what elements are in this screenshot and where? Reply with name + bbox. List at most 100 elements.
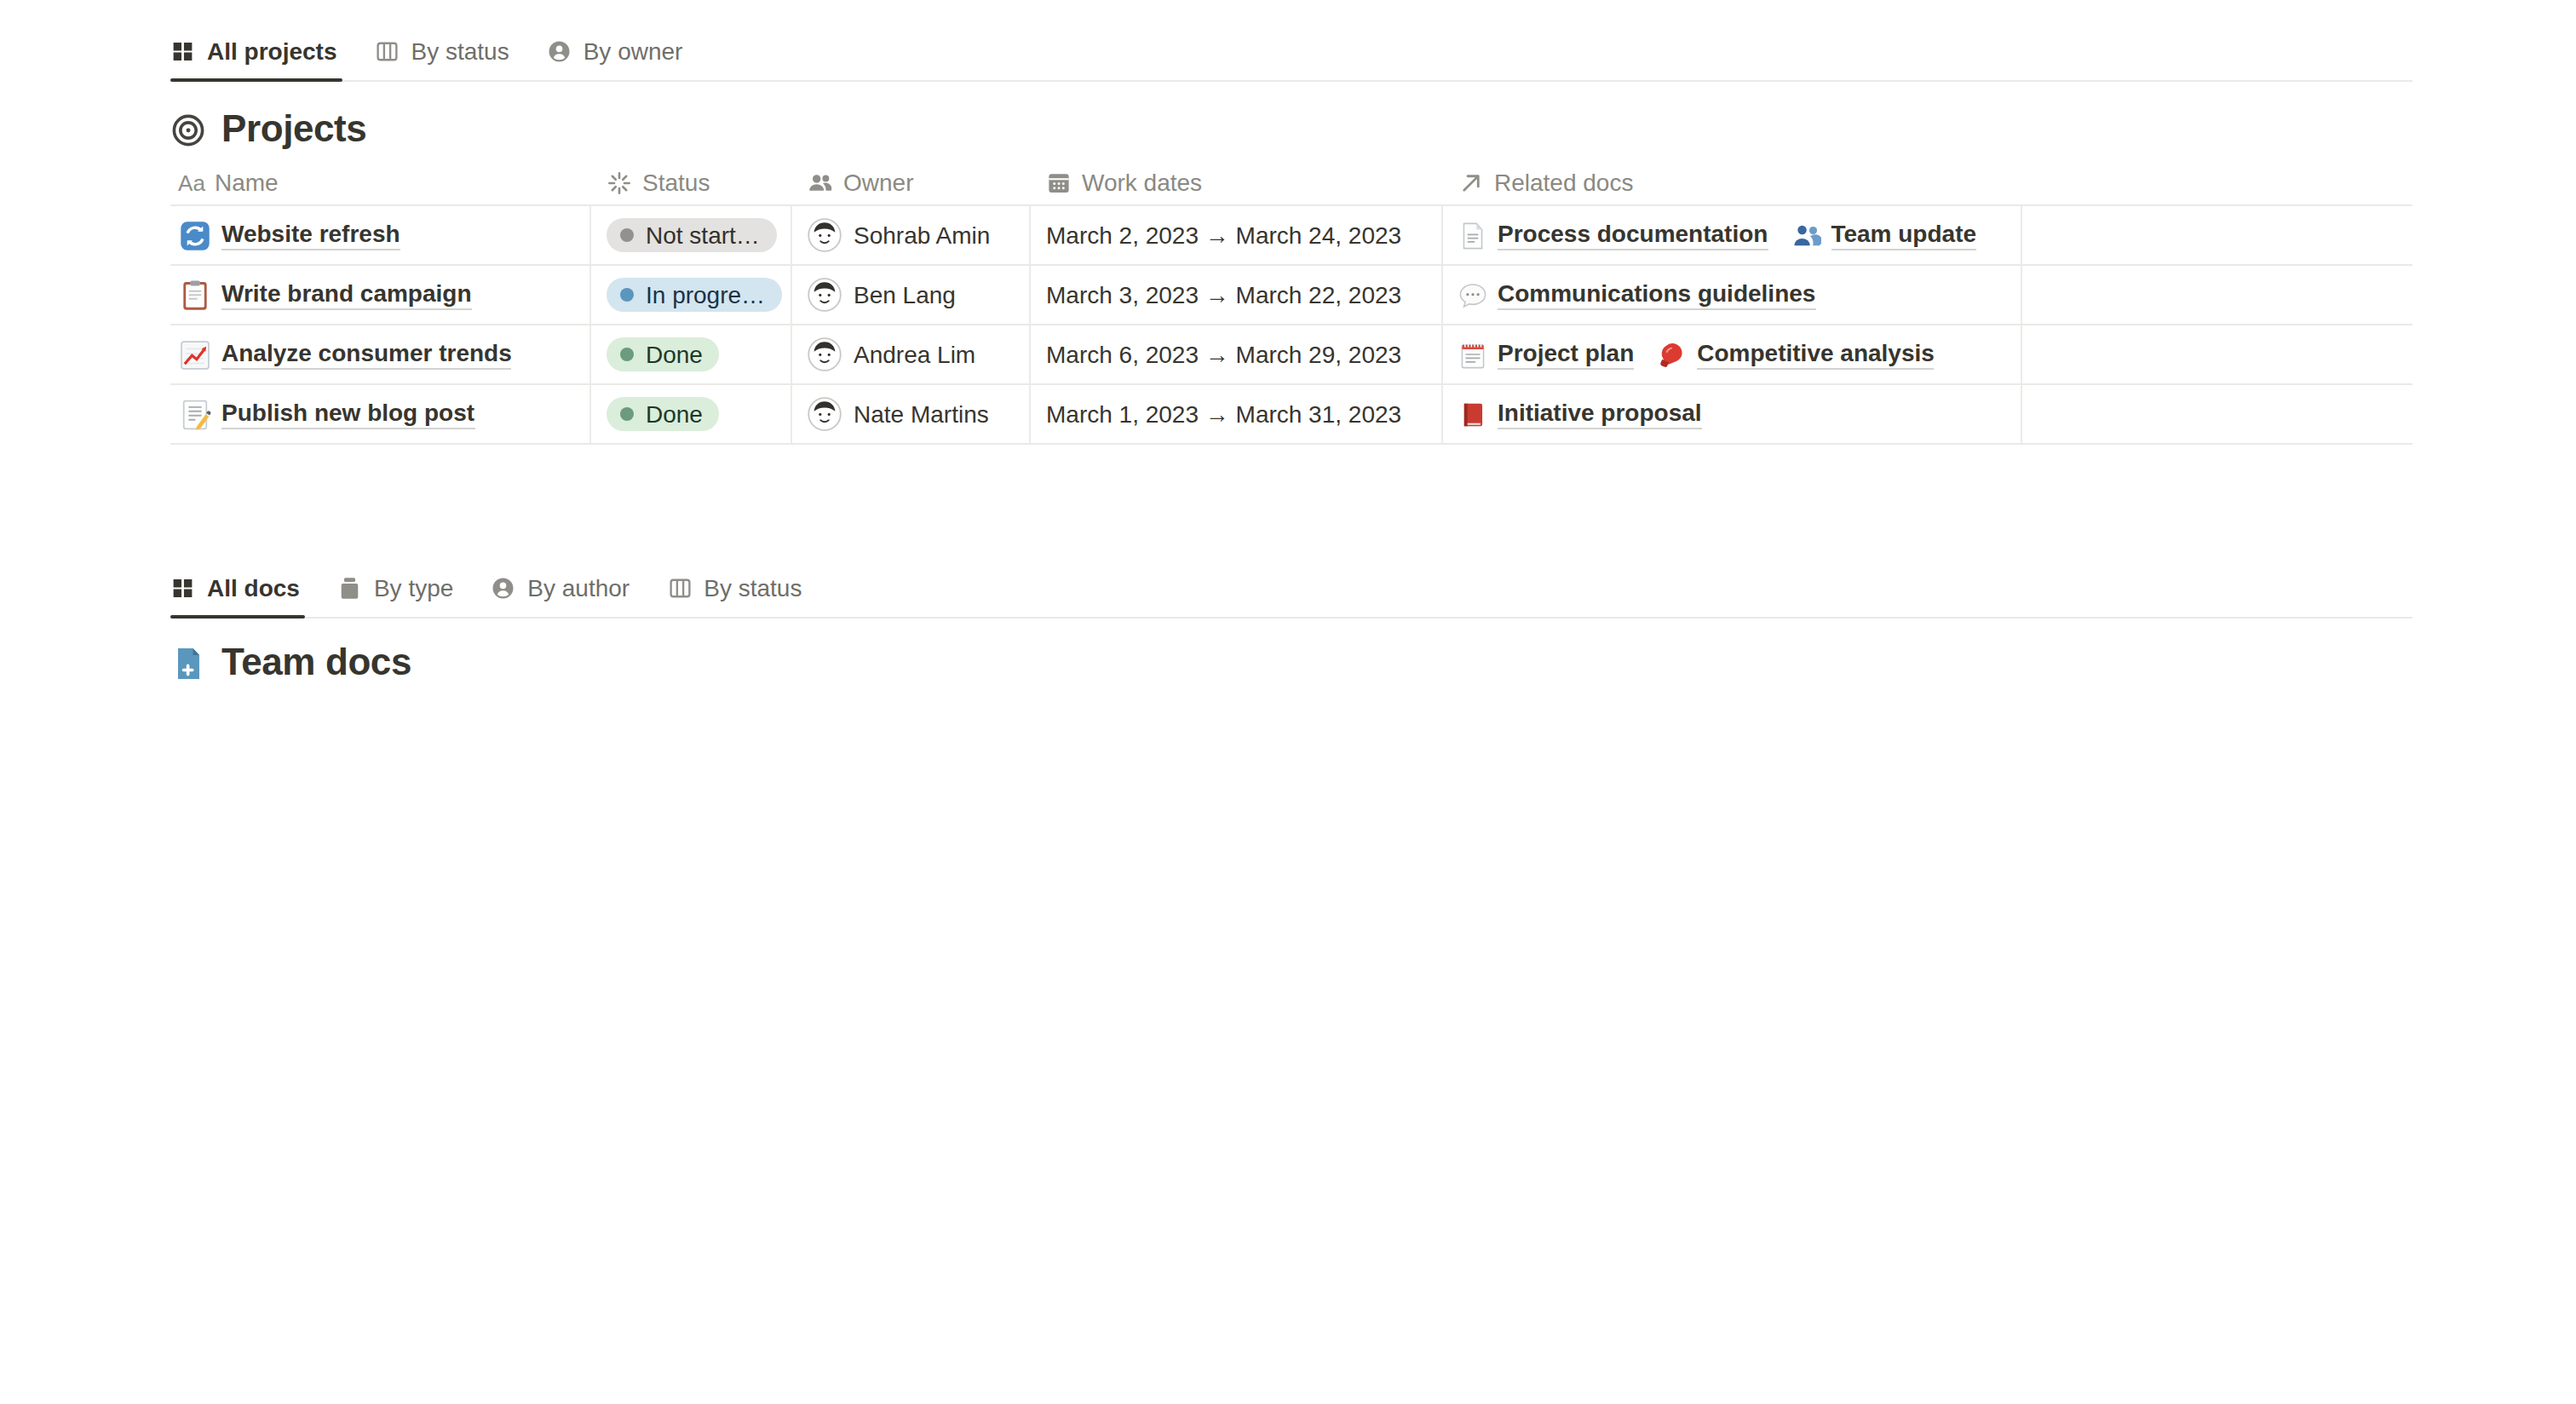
page-link[interactable]: Write brand campaign: [179, 279, 472, 311]
calendar-icon: [1046, 170, 1072, 195]
status-pill: Done: [607, 337, 720, 371]
projects-table: Aa Name Status Owner Work dates Related d…: [170, 155, 2412, 445]
projects-table-body: Website refresh Not start… Sohrab Amin: [170, 206, 2412, 445]
view-tab[interactable]: By status: [375, 24, 509, 80]
date-range: March 1, 2023 → March 31, 2023: [1046, 400, 1401, 428]
date-range: March 3, 2023 → March 22, 2023: [1046, 281, 1401, 308]
docs-title-row[interactable]: Team docs: [170, 637, 2412, 688]
doc-link-label: Initiative proposal: [1498, 399, 1702, 429]
status-dot: [620, 228, 634, 242]
target-icon: [170, 112, 206, 147]
owner-cell[interactable]: Ben Lang: [792, 266, 1031, 324]
status-cell[interactable]: Not start…: [591, 206, 792, 264]
avatar: [808, 278, 842, 312]
work-dates-cell[interactable]: March 1, 2023 → March 31, 2023: [1031, 385, 1443, 443]
view-tab[interactable]: All docs: [170, 561, 300, 617]
page-link[interactable]: Publish new blog post: [179, 398, 474, 430]
doc-emoji-icon: [1458, 340, 1487, 369]
page-title: Analyze consumer trends: [221, 339, 512, 370]
column-header-related-docs[interactable]: Related docs: [1443, 169, 2022, 196]
status-cell[interactable]: Done: [591, 385, 792, 443]
status-pill: Done: [607, 397, 720, 431]
work-dates-cell[interactable]: March 3, 2023 → March 22, 2023: [1031, 266, 1443, 324]
work-dates-cell[interactable]: March 2, 2023 → March 24, 2023: [1031, 206, 1443, 264]
status-dot: [620, 407, 634, 421]
column-label: Name: [215, 169, 279, 196]
person-chip: Andrea Lim: [808, 337, 975, 371]
status-dot: [620, 348, 634, 361]
doc-link-label: Project plan: [1498, 339, 1634, 370]
page-emoji-icon: [179, 398, 211, 430]
view-tab[interactable]: By owner: [547, 24, 683, 80]
related-docs-cell[interactable]: Process documentation Team update: [1443, 206, 2022, 264]
related-docs-cell[interactable]: Communications guidelines: [1443, 266, 2022, 324]
view-tab-label: By author: [527, 574, 630, 601]
name-cell: Website refresh: [170, 206, 591, 264]
view-tab[interactable]: All projects: [170, 24, 337, 80]
column-header-status[interactable]: Status: [591, 169, 792, 196]
status-dot: [620, 288, 634, 302]
title-icon: Aa: [179, 170, 204, 195]
doc-emoji-icon: [1658, 340, 1687, 369]
column-header-name[interactable]: Aa Name: [170, 169, 591, 196]
column-label: Related docs: [1494, 169, 1633, 196]
view-tab-label: All docs: [207, 574, 300, 601]
doc-link[interactable]: Project plan: [1458, 339, 1634, 370]
view-tab-label: By type: [374, 574, 453, 601]
view-tab[interactable]: By status: [667, 561, 802, 617]
name-cell: Write brand campaign: [170, 266, 591, 324]
column-header-work-dates[interactable]: Work dates: [1031, 169, 1443, 196]
name-cell: Publish new blog post: [170, 385, 591, 443]
owner-cell[interactable]: Andrea Lim: [792, 325, 1031, 383]
view-tab-label: By status: [411, 37, 509, 65]
doc-link-label: Competitive analysis: [1697, 339, 1935, 370]
docs-table-header: AaName Type Author Created by Created ti…: [170, 688, 2576, 702]
page-link[interactable]: Analyze consumer trends: [179, 338, 512, 371]
doc-link[interactable]: Competitive analysis: [1658, 339, 1935, 370]
projects-title-row[interactable]: Projects: [170, 104, 2412, 155]
person-name: Andrea Lim: [854, 341, 975, 368]
projects-view-tabs: All projects By status By owner: [170, 24, 2412, 82]
page-emoji-icon: [179, 219, 211, 251]
page-title: Write brand campaign: [221, 279, 472, 310]
document-plus-icon: [170, 645, 206, 681]
relation-arrow-icon: [1458, 170, 1484, 195]
doc-emoji-icon: [1458, 280, 1487, 309]
column-label: Work dates: [1082, 169, 1202, 196]
table-row: Analyze consumer trends Done Andrea Lim: [170, 325, 2412, 385]
doc-link[interactable]: Team update: [1791, 220, 1976, 250]
page-link[interactable]: Website refresh: [179, 219, 400, 251]
doc-link[interactable]: Process documentation: [1458, 220, 1768, 250]
projects-title: Projects: [221, 107, 366, 152]
work-dates-cell[interactable]: March 6, 2023 → March 29, 2023: [1031, 325, 1443, 383]
doc-link-label: Process documentation: [1498, 220, 1768, 250]
docs-view-tabs: All docs By type By author By status: [170, 561, 2412, 619]
column-header-owner[interactable]: Owner: [792, 169, 1031, 196]
view-tab[interactable]: By author: [491, 561, 630, 617]
status-cell[interactable]: Done: [591, 325, 792, 383]
related-docs-cell[interactable]: Initiative proposal: [1443, 385, 2022, 443]
person-name: Sohrab Amin: [854, 222, 990, 249]
page-title: Website refresh: [221, 220, 400, 250]
column-label: Owner: [843, 169, 913, 196]
doc-link[interactable]: Communications guidelines: [1458, 279, 1815, 310]
view-tab-label: By status: [704, 574, 802, 601]
avatar: [808, 337, 842, 371]
table-row: Write brand campaign In progre… Ben Lan: [170, 266, 2412, 325]
view-tab[interactable]: By type: [337, 561, 453, 617]
view-tab-label: All projects: [207, 37, 337, 65]
status-label: Done: [646, 400, 703, 428]
page: All projects By status By owner Projects…: [0, 0, 2576, 702]
projects-table-header: Aa Name Status Owner Work dates Related d…: [170, 155, 2412, 206]
doc-emoji-icon: [1458, 400, 1487, 429]
owner-cell[interactable]: Nate Martins: [792, 385, 1031, 443]
empty-cell: [2022, 206, 2412, 264]
owner-cell[interactable]: Sohrab Amin: [792, 206, 1031, 264]
status-cell[interactable]: In progre…: [591, 266, 792, 324]
related-docs-cell[interactable]: Project plan Competitive analysis: [1443, 325, 2022, 383]
name-cell: Analyze consumer trends: [170, 325, 591, 383]
page-title: Publish new blog post: [221, 399, 474, 429]
docs-database: All docs By type By author By status Tea…: [170, 561, 2412, 702]
date-range: March 2, 2023 → March 24, 2023: [1046, 222, 1401, 249]
doc-link[interactable]: Initiative proposal: [1458, 399, 1702, 429]
